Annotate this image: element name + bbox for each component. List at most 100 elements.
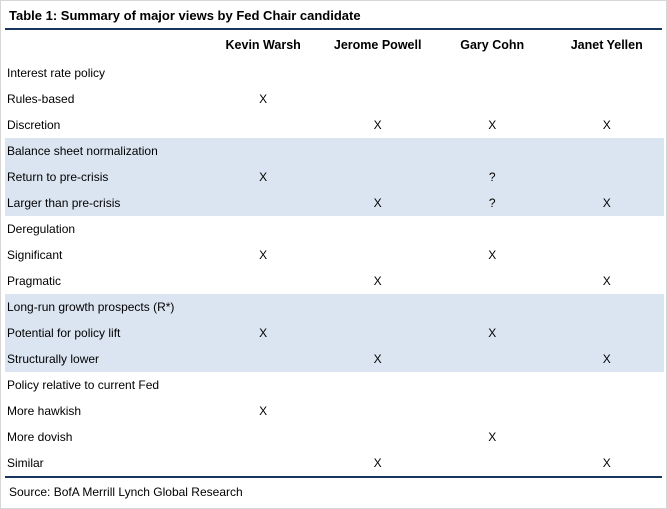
mark-cell — [206, 268, 321, 294]
section-row: Balance sheet normalization — [5, 138, 664, 164]
mark-cell — [435, 268, 550, 294]
mark-cell — [435, 346, 550, 372]
mark-cell — [320, 320, 435, 346]
section-row: Policy relative to current Fed — [5, 372, 664, 398]
mark-cell — [435, 138, 550, 164]
mark-cell — [320, 216, 435, 242]
mark-cell: X — [602, 456, 611, 470]
mark-cell — [206, 216, 321, 242]
mark-cell: ? — [488, 170, 496, 184]
mark-cell — [320, 86, 435, 112]
mark-cell — [206, 346, 321, 372]
mark-cell — [435, 372, 550, 398]
top-rule — [5, 28, 662, 30]
mark-cell — [435, 60, 550, 86]
source-attribution: Source: BofA Merrill Lynch Global Resear… — [9, 485, 243, 499]
mark-cell: X — [488, 430, 497, 444]
section-label: Balance sheet normalization — [7, 144, 158, 158]
candidate-header: Kevin Warsh — [225, 38, 301, 52]
section-row: Deregulation — [5, 216, 664, 242]
row-label: More dovish — [7, 430, 73, 444]
mark-cell — [549, 138, 664, 164]
table-row: Structurally lower X X — [5, 346, 664, 372]
table-row: Discretion X X X — [5, 112, 664, 138]
table-row: More dovish X — [5, 424, 664, 450]
row-label: Return to pre-crisis — [7, 170, 109, 184]
row-label: Larger than pre-crisis — [7, 196, 121, 210]
mark-cell: X — [488, 326, 497, 340]
mark-cell — [549, 398, 664, 424]
candidate-header: Janet Yellen — [570, 38, 643, 52]
bottom-rule — [5, 476, 662, 478]
mark-cell — [549, 424, 664, 450]
mark-cell — [549, 242, 664, 268]
mark-cell — [549, 164, 664, 190]
row-label: Pragmatic — [7, 274, 62, 288]
mark-cell — [320, 60, 435, 86]
mark-cell: X — [373, 196, 382, 210]
mark-cell — [435, 450, 550, 476]
row-label-header — [5, 30, 206, 60]
mark-cell: X — [373, 352, 382, 366]
table-body: Interest rate policy Rules-based X Discreti… — [5, 60, 664, 476]
table-row: Return to pre-crisis X? — [5, 164, 664, 190]
mark-cell: X — [259, 92, 268, 106]
mark-cell — [206, 294, 321, 320]
mark-cell — [320, 138, 435, 164]
mark-cell — [549, 320, 664, 346]
mark-cell — [320, 164, 435, 190]
section-label: Interest rate policy — [7, 66, 106, 80]
table-title: Table 1: Summary of major views by Fed C… — [9, 8, 361, 23]
table-row: Pragmatic X X — [5, 268, 664, 294]
candidate-header: Gary Cohn — [460, 38, 525, 52]
mark-cell — [549, 86, 664, 112]
mark-cell — [549, 294, 664, 320]
mark-cell — [435, 86, 550, 112]
header-row: Kevin Warsh Jerome Powell Gary Cohn Janet Y… — [5, 30, 664, 60]
mark-cell — [320, 294, 435, 320]
section-row: Interest rate policy — [5, 60, 664, 86]
table-row: Potential for policy lift X X — [5, 320, 664, 346]
mark-cell — [435, 216, 550, 242]
mark-cell — [435, 398, 550, 424]
mark-cell: X — [602, 352, 611, 366]
mark-cell: X — [602, 196, 611, 210]
section-label: Long-run growth prospects (R*) — [7, 300, 175, 314]
mark-cell — [206, 372, 321, 398]
mark-cell — [549, 60, 664, 86]
row-label: Similar — [7, 456, 44, 470]
row-label: Discretion — [7, 118, 61, 132]
fed-chair-views-table: Kevin Warsh Jerome Powell Gary Cohn Janet Y… — [5, 30, 664, 476]
section-label: Policy relative to current Fed — [7, 378, 160, 392]
row-label: Significant — [7, 248, 63, 262]
mark-cell: X — [488, 248, 497, 262]
mark-cell: X — [602, 274, 611, 288]
row-label: More hawkish — [7, 404, 82, 418]
mark-cell — [206, 190, 321, 216]
mark-cell — [206, 424, 321, 450]
mark-cell — [320, 398, 435, 424]
row-label: Structurally lower — [7, 352, 100, 366]
mark-cell — [206, 112, 321, 138]
mark-cell — [549, 372, 664, 398]
mark-cell — [320, 242, 435, 268]
mark-cell: X — [373, 456, 382, 470]
mark-cell: ? — [488, 196, 496, 210]
mark-cell: X — [373, 118, 382, 132]
mark-cell — [206, 450, 321, 476]
mark-cell — [206, 60, 321, 86]
mark-cell — [435, 294, 550, 320]
mark-cell: X — [259, 248, 268, 262]
table-row: Rules-based X — [5, 86, 664, 112]
row-label: Rules-based — [7, 92, 75, 106]
section-label: Deregulation — [7, 222, 76, 236]
mark-cell: X — [259, 326, 268, 340]
mark-cell: X — [602, 118, 611, 132]
table-row: Significant X X — [5, 242, 664, 268]
table-row: More hawkish X — [5, 398, 664, 424]
mark-cell: X — [488, 118, 497, 132]
mark-cell: X — [373, 274, 382, 288]
section-row: Long-run growth prospects (R*) — [5, 294, 664, 320]
mark-cell — [320, 372, 435, 398]
